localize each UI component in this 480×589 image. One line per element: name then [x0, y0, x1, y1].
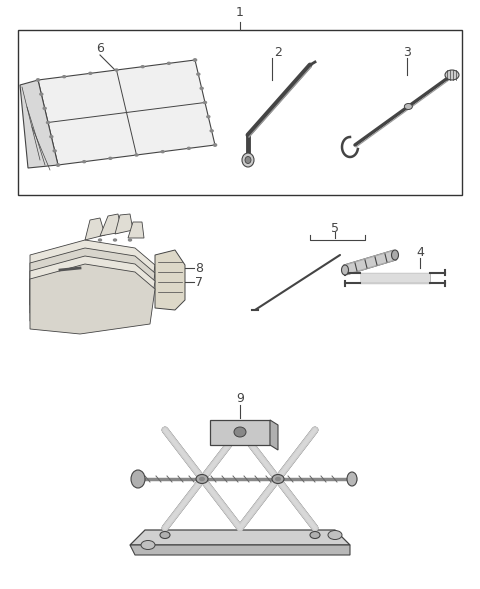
Ellipse shape — [43, 107, 46, 110]
Ellipse shape — [272, 475, 284, 484]
Ellipse shape — [341, 265, 348, 275]
Text: 3: 3 — [403, 45, 411, 58]
Ellipse shape — [57, 164, 60, 166]
Ellipse shape — [115, 69, 118, 71]
Ellipse shape — [214, 144, 216, 146]
Ellipse shape — [109, 157, 112, 160]
Ellipse shape — [63, 75, 66, 78]
Text: 6: 6 — [96, 41, 104, 55]
Text: 5: 5 — [331, 221, 339, 234]
Ellipse shape — [113, 239, 117, 241]
Ellipse shape — [160, 531, 170, 538]
Ellipse shape — [53, 150, 56, 152]
Ellipse shape — [193, 59, 196, 61]
Text: 2: 2 — [274, 45, 282, 58]
Polygon shape — [30, 256, 155, 326]
Ellipse shape — [40, 93, 43, 95]
Ellipse shape — [199, 477, 205, 481]
Ellipse shape — [245, 157, 251, 164]
Polygon shape — [20, 80, 58, 168]
Ellipse shape — [200, 87, 203, 90]
Polygon shape — [210, 420, 270, 445]
Ellipse shape — [404, 104, 412, 110]
Ellipse shape — [328, 531, 342, 540]
Ellipse shape — [50, 135, 53, 138]
Ellipse shape — [141, 65, 144, 68]
Ellipse shape — [196, 475, 208, 484]
Ellipse shape — [98, 239, 101, 241]
Ellipse shape — [89, 72, 92, 74]
Ellipse shape — [47, 121, 49, 124]
Ellipse shape — [131, 470, 145, 488]
Polygon shape — [38, 60, 215, 165]
Ellipse shape — [197, 73, 200, 75]
Polygon shape — [30, 240, 155, 310]
Ellipse shape — [129, 239, 132, 241]
Ellipse shape — [36, 79, 39, 81]
Ellipse shape — [445, 70, 459, 80]
Bar — [18, 30, 462, 195]
Polygon shape — [100, 214, 122, 236]
Ellipse shape — [234, 427, 246, 437]
Polygon shape — [30, 264, 155, 334]
Polygon shape — [130, 530, 350, 545]
Ellipse shape — [193, 59, 196, 61]
Ellipse shape — [210, 130, 213, 132]
Polygon shape — [130, 545, 350, 555]
Ellipse shape — [392, 250, 398, 260]
Text: 8: 8 — [195, 262, 203, 274]
Text: 1: 1 — [236, 5, 244, 18]
Ellipse shape — [242, 153, 254, 167]
Ellipse shape — [310, 531, 320, 538]
Ellipse shape — [135, 154, 138, 156]
Polygon shape — [85, 218, 105, 240]
Ellipse shape — [36, 79, 39, 81]
Ellipse shape — [168, 62, 170, 64]
Ellipse shape — [57, 164, 60, 166]
Ellipse shape — [141, 541, 155, 550]
Ellipse shape — [161, 151, 164, 153]
Ellipse shape — [214, 144, 216, 146]
Ellipse shape — [207, 115, 210, 118]
Polygon shape — [30, 248, 155, 318]
Text: 9: 9 — [236, 392, 244, 405]
Ellipse shape — [83, 161, 85, 163]
Ellipse shape — [347, 472, 357, 486]
Polygon shape — [270, 420, 278, 450]
Ellipse shape — [275, 477, 281, 481]
Ellipse shape — [204, 101, 206, 104]
Polygon shape — [128, 222, 144, 238]
Polygon shape — [115, 214, 133, 234]
Ellipse shape — [187, 147, 191, 150]
Polygon shape — [155, 250, 185, 310]
Text: 4: 4 — [416, 246, 424, 259]
Text: 7: 7 — [195, 276, 203, 289]
